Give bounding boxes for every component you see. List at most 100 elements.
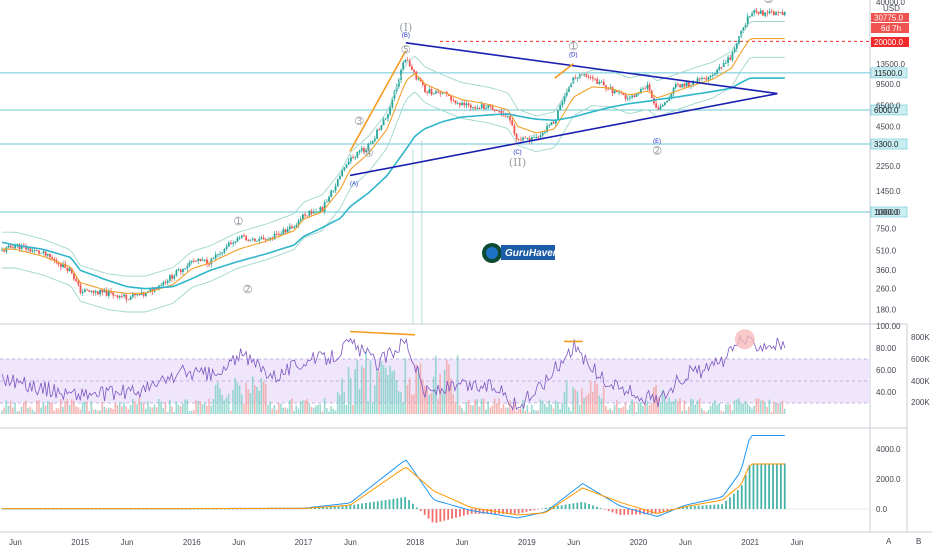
histogram-bar bbox=[114, 509, 117, 510]
volume-bar bbox=[373, 385, 376, 414]
volume-bar bbox=[424, 385, 426, 414]
price-candle bbox=[97, 291, 99, 295]
volume-bar bbox=[565, 380, 568, 414]
bollinger-lower-line bbox=[2, 56, 785, 313]
histogram-bar bbox=[267, 508, 270, 510]
level-label: 11500.0 bbox=[874, 69, 903, 78]
price-candle bbox=[583, 74, 586, 76]
price-candle bbox=[437, 91, 439, 93]
price-candle bbox=[269, 237, 272, 240]
price-candle bbox=[411, 66, 413, 70]
histogram-bar bbox=[16, 509, 19, 510]
volume-bar bbox=[147, 401, 149, 414]
price-candle bbox=[463, 102, 466, 106]
volume-bar bbox=[153, 404, 156, 414]
volume-bar bbox=[301, 400, 304, 414]
histogram-bar bbox=[509, 509, 512, 514]
price-candle bbox=[557, 110, 559, 120]
histogram-bar bbox=[556, 505, 559, 509]
elliott-wave-number: 4 bbox=[366, 148, 372, 158]
histogram-bar bbox=[592, 505, 594, 509]
volume-bar bbox=[690, 398, 692, 414]
histogram-bar bbox=[212, 508, 215, 510]
price-candle bbox=[125, 294, 128, 300]
volume-bar bbox=[528, 411, 531, 414]
volume-bar bbox=[278, 403, 280, 414]
price-candle bbox=[696, 78, 699, 82]
price-candle bbox=[382, 119, 385, 126]
rsi-axis-tick: 100.00 bbox=[876, 322, 901, 331]
volume-bar bbox=[352, 404, 354, 414]
price-candle bbox=[698, 78, 701, 80]
volume-bar bbox=[491, 405, 494, 414]
volume-bar bbox=[9, 400, 12, 414]
orange-moving-average-line bbox=[2, 38, 785, 294]
price-candle bbox=[59, 264, 62, 267]
volume-bar bbox=[168, 399, 171, 414]
histogram-bar bbox=[697, 505, 700, 509]
volume-bar bbox=[384, 367, 387, 414]
price-candle bbox=[687, 81, 690, 87]
histogram-bar bbox=[588, 504, 590, 509]
price-candle bbox=[73, 273, 75, 280]
price-candle bbox=[742, 27, 745, 31]
volume-bar bbox=[478, 406, 481, 414]
volume-bar bbox=[515, 411, 518, 414]
volume-bar bbox=[197, 400, 199, 414]
volume-bar bbox=[467, 399, 470, 414]
volume-bar bbox=[310, 407, 313, 414]
price-candle bbox=[731, 52, 734, 60]
price-candle bbox=[722, 63, 725, 67]
volume-bar bbox=[428, 394, 431, 414]
volume-bar bbox=[469, 405, 472, 414]
volume-bar bbox=[256, 386, 258, 414]
price-candle bbox=[613, 90, 616, 94]
level-label: 1000.0 bbox=[874, 208, 899, 217]
volume-bar bbox=[155, 407, 158, 414]
volume-bar bbox=[578, 404, 581, 414]
price-candle bbox=[310, 211, 313, 214]
histogram-bar bbox=[388, 499, 391, 509]
price-candle bbox=[402, 62, 405, 71]
volume-bar bbox=[330, 406, 332, 414]
volume-bar bbox=[677, 401, 679, 414]
price-candle bbox=[186, 265, 189, 269]
price-candle bbox=[373, 138, 376, 141]
price-candle bbox=[517, 139, 520, 141]
histogram-bar bbox=[8, 509, 11, 510]
volume-bar bbox=[452, 394, 455, 414]
auto-scale-button[interactable]: A bbox=[886, 537, 892, 546]
histogram-bar bbox=[419, 509, 422, 512]
price-candle bbox=[533, 137, 535, 138]
price-candle bbox=[448, 94, 450, 96]
price-candle bbox=[506, 116, 509, 118]
histogram-bar bbox=[333, 506, 336, 509]
price-candle bbox=[539, 135, 542, 138]
histogram-bar bbox=[779, 463, 782, 509]
volume-bar bbox=[275, 409, 278, 414]
histogram-bar bbox=[490, 509, 493, 514]
price-candle bbox=[251, 238, 254, 240]
histogram-bar bbox=[55, 509, 58, 510]
volume-bar bbox=[336, 392, 339, 414]
price-candle bbox=[75, 279, 78, 281]
volume-bar bbox=[744, 400, 747, 414]
elliott-wave-circle-3: 3 bbox=[354, 116, 364, 127]
log-scale-button[interactable]: B bbox=[916, 537, 921, 546]
elliott-wave-circle-4: 4 bbox=[364, 148, 373, 158]
histogram-bar bbox=[537, 509, 540, 510]
volume-bar bbox=[254, 385, 256, 414]
price-candle bbox=[203, 259, 206, 261]
histogram-bar bbox=[235, 508, 238, 510]
volume-bar bbox=[83, 401, 86, 414]
volume-bar bbox=[243, 403, 245, 414]
price-candle bbox=[729, 57, 732, 60]
histogram-bar bbox=[138, 509, 140, 510]
time-axis-tick: 2018 bbox=[406, 538, 424, 547]
volume-bar bbox=[391, 371, 393, 414]
volume-bar bbox=[199, 401, 202, 414]
price-candle bbox=[49, 253, 51, 258]
volume-bar bbox=[404, 358, 407, 414]
wave-circle bbox=[364, 148, 373, 157]
